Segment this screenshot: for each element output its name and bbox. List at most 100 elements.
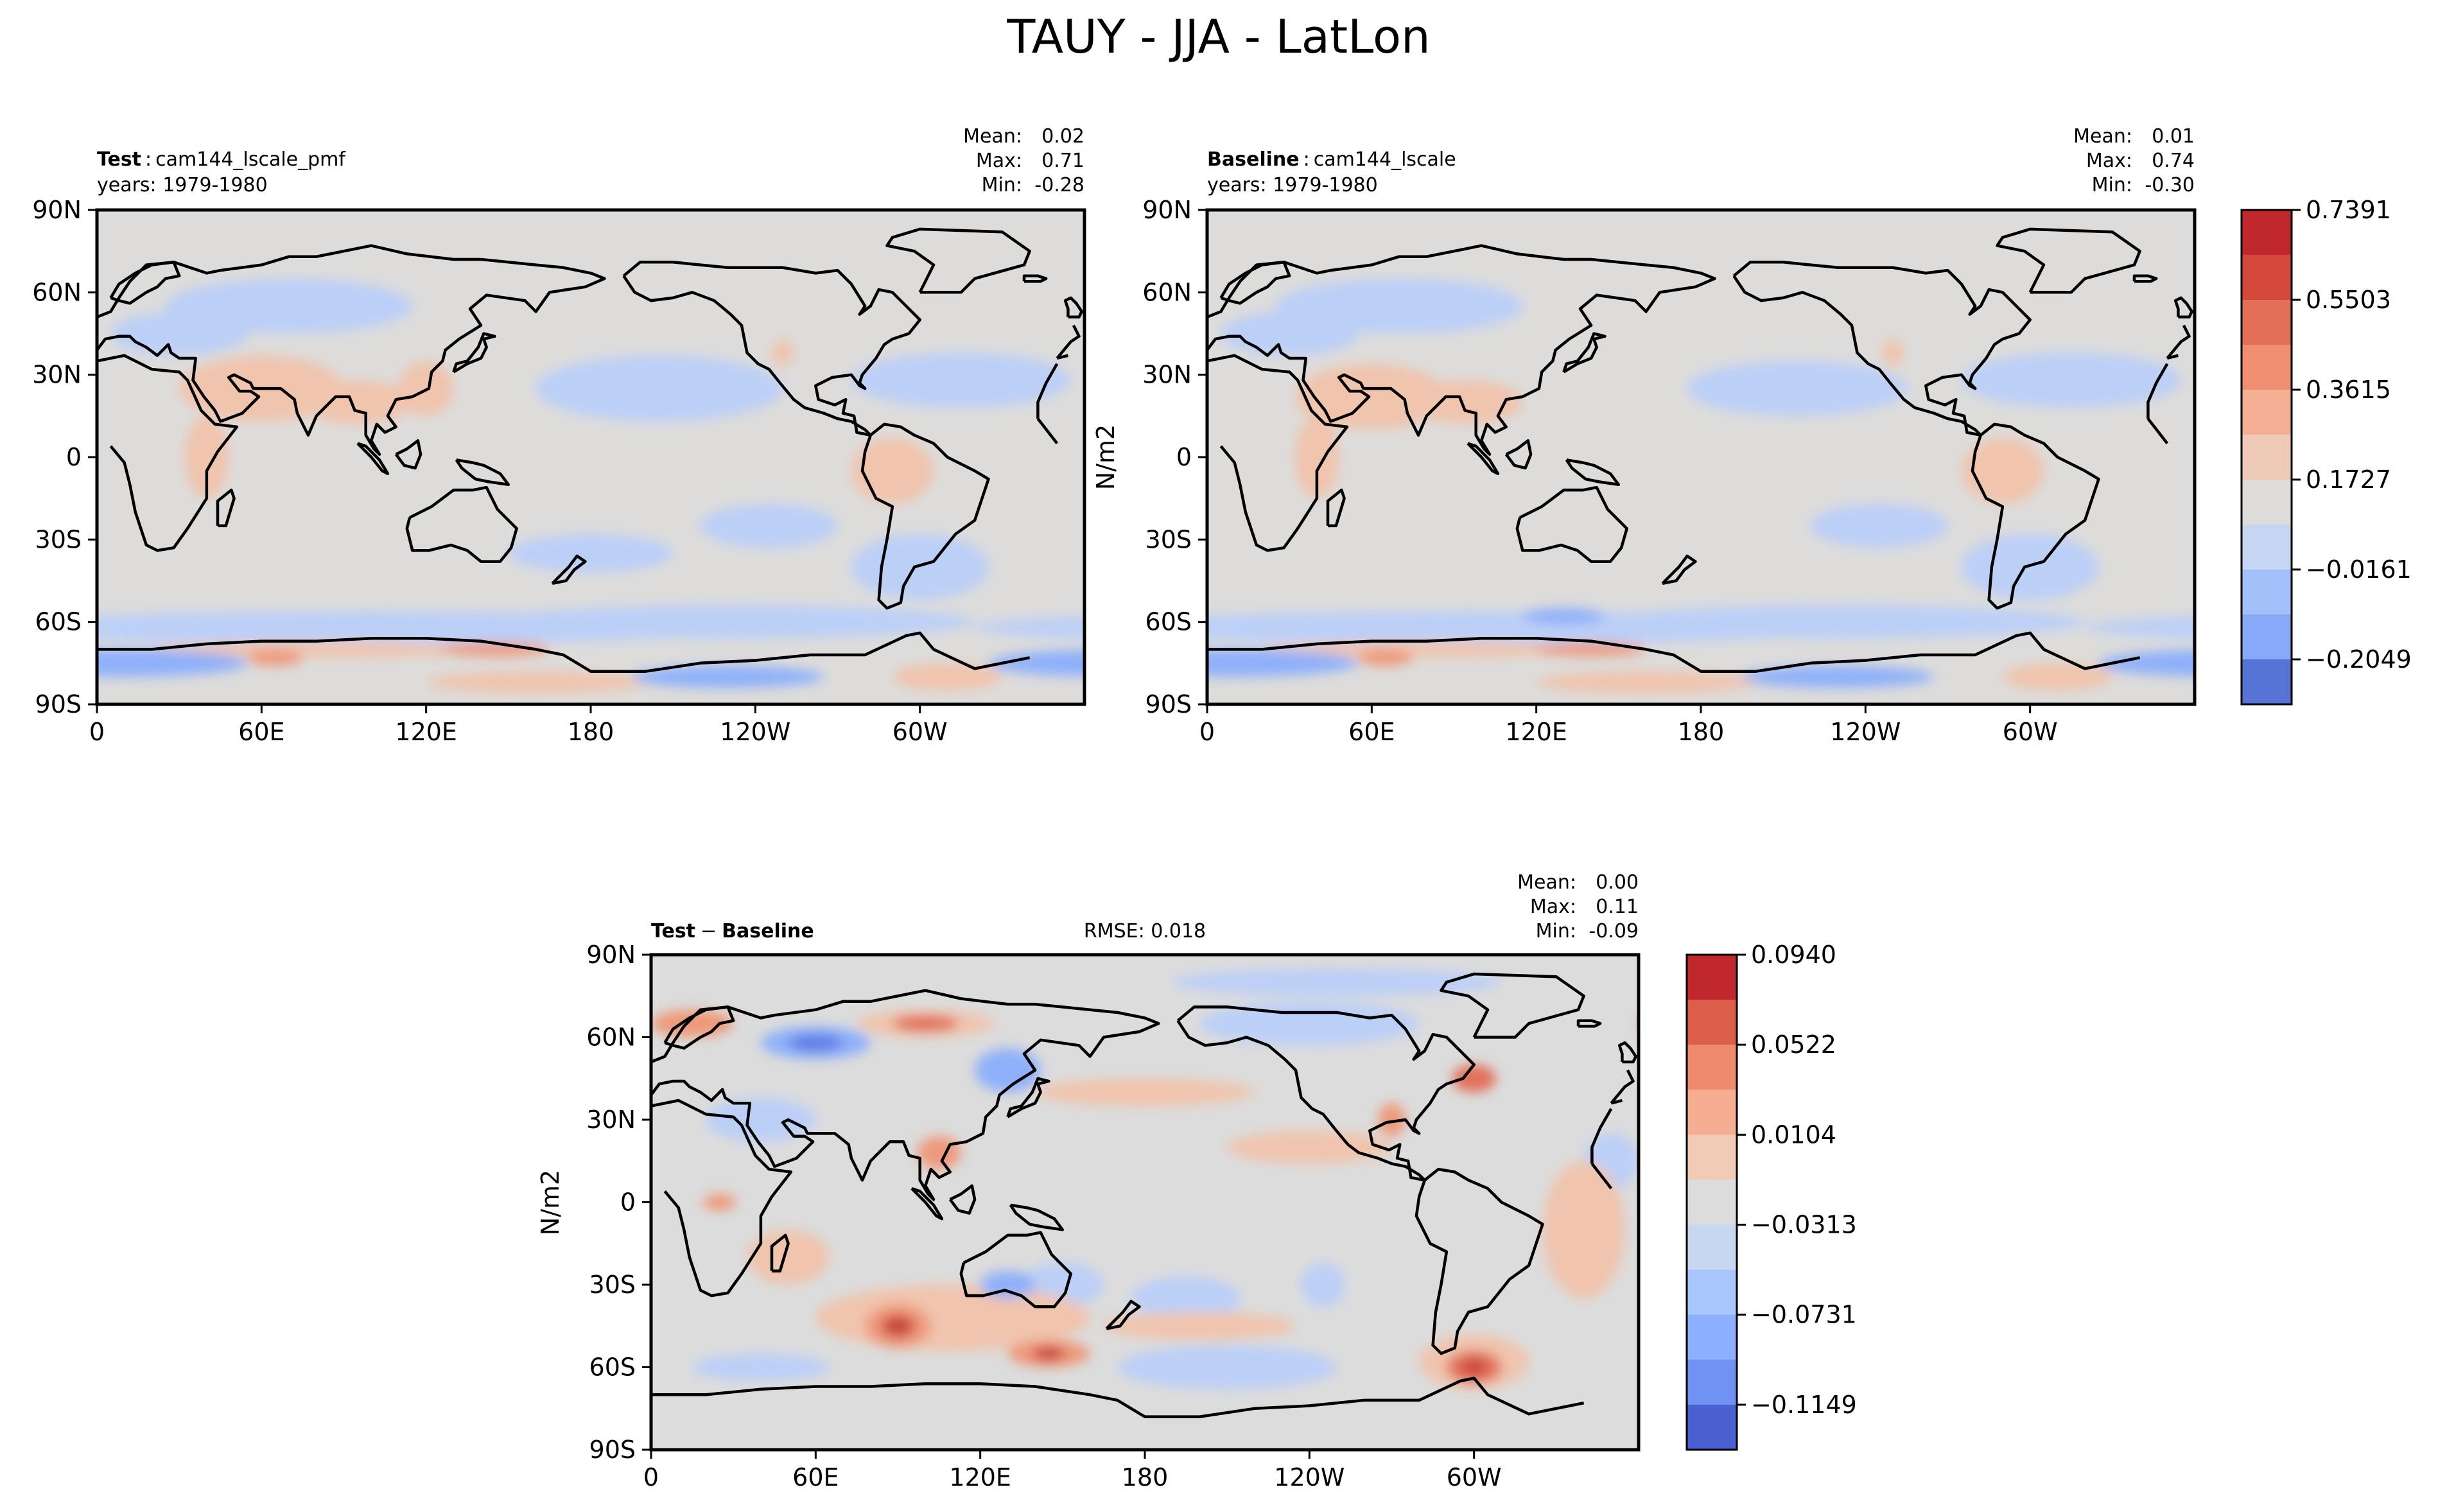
- coastline: [1661, 554, 1697, 586]
- field-contour: [851, 534, 989, 600]
- field-contour: [881, 1315, 915, 1337]
- y-tick-label: 0: [1176, 443, 1192, 471]
- y-tick-label: 60N: [1142, 278, 1192, 306]
- colorbar-segment: [2242, 525, 2292, 570]
- colorbar-segment: [2242, 345, 2292, 390]
- colorbar-segment: [1687, 1224, 1737, 1271]
- coastline: [1219, 261, 1291, 305]
- coastline: [1590, 1163, 1613, 1190]
- x-tick-label: 60W: [1447, 1463, 1502, 1491]
- colorbar-tick-label: 0.0104: [1751, 1120, 1836, 1149]
- coastline: [1006, 1077, 1050, 1118]
- field-contour: [1199, 1001, 1420, 1046]
- coastline: [1971, 422, 2100, 610]
- colorbar-segment: [2242, 390, 2292, 435]
- coastline: [1415, 1167, 1544, 1355]
- y-tick-label: 90N: [1142, 196, 1192, 224]
- x-tick-label: 120E: [949, 1463, 1011, 1491]
- coastline: [622, 261, 921, 437]
- stat-mean-value: 0.00: [1596, 871, 1639, 894]
- field-contour: [1536, 671, 1756, 693]
- colorbar-segment: [1687, 1314, 1737, 1360]
- coastline: [860, 422, 990, 610]
- y-tick-label: 0: [66, 443, 82, 471]
- y-tick-label: 30S: [589, 1271, 636, 1299]
- coastline: [1056, 354, 1068, 360]
- coastline: [1504, 439, 1533, 470]
- colorbar-segment: [2242, 569, 2292, 615]
- coastline: [216, 489, 236, 528]
- panel-baseline-label-rest: cam144_lscale: [1314, 148, 1456, 171]
- coastline: [1996, 227, 2141, 294]
- field-contour: [97, 649, 248, 677]
- field-contour: [975, 616, 1084, 639]
- panel-test-label-bold: Test: [97, 148, 141, 171]
- coastline: [1105, 1299, 1141, 1330]
- coastline: [2166, 324, 2191, 360]
- coastline: [1562, 332, 1606, 374]
- y-tick-label: 30N: [1142, 361, 1192, 389]
- y-axis-label: N/m2: [536, 1170, 564, 1235]
- coastline: [2166, 354, 2179, 360]
- field-contour: [1131, 1276, 1241, 1321]
- field-contour: [1221, 311, 1358, 356]
- coastline: [394, 439, 422, 470]
- y-tick-label: 90N: [32, 196, 82, 224]
- stat-max-label: Max:: [976, 150, 1022, 172]
- colorbar: 0.0940 0.0522 0.0104 −0.0313 −0.0731 −0.1149: [1685, 941, 1857, 1451]
- coastline: [1207, 244, 1716, 456]
- field-contour: [988, 649, 1084, 677]
- field-contour: [1542, 1161, 1625, 1299]
- colorbar-segment: [1687, 1359, 1737, 1405]
- field-contour: [692, 1353, 830, 1381]
- stat-max-label: Max:: [1530, 896, 1576, 918]
- field-contour: [481, 605, 975, 639]
- y-tick-label: 60S: [589, 1353, 636, 1382]
- colorbar-segment: [1687, 1000, 1737, 1045]
- field-contour: [508, 534, 674, 573]
- field-contour: [1742, 666, 1935, 688]
- field-contour: [788, 1034, 844, 1051]
- colorbar-frame: [1685, 953, 1738, 1451]
- colorbar-tick-label: −0.0313: [1751, 1211, 1857, 1239]
- coastline: [1590, 1108, 1613, 1164]
- y-tick-label: 0: [620, 1188, 636, 1217]
- x-tick-label: 180: [1122, 1463, 1169, 1491]
- field-contour: [1452, 1064, 1496, 1093]
- colorbar-segment: [1687, 1404, 1737, 1450]
- coastline: [1009, 1203, 1065, 1231]
- field-contour: [302, 380, 413, 424]
- field-contour: [975, 1048, 1041, 1093]
- field-contour: [1227, 1131, 1392, 1164]
- coastline: [2146, 417, 2169, 444]
- field-contour: [1358, 649, 1413, 666]
- coastlines: [651, 972, 1637, 1450]
- y-tick-label: 30N: [586, 1106, 636, 1134]
- colorbar-segment: [1687, 1090, 1737, 1135]
- stat-min-label: Min:: [982, 174, 1022, 196]
- panel-baseline: Baseline: cam144_lscale years: 1979-1980 …: [1092, 125, 2412, 746]
- panel-baseline-years: years: 1979-1980: [1207, 174, 1378, 196]
- coastline: [1576, 1019, 1602, 1028]
- field-contour: [248, 649, 303, 666]
- coastline: [1610, 1069, 1635, 1104]
- coastline: [1326, 489, 1346, 528]
- panel-difference-stats: Mean: 0.00 Max: 0.11 Min: -0.09: [1517, 871, 1639, 943]
- y-tick-label: 30S: [35, 525, 82, 553]
- colorbar-segment: [2242, 210, 2292, 256]
- field-contour: [426, 671, 646, 693]
- field-contour: [1687, 361, 1907, 416]
- field-contour: [1591, 605, 2085, 639]
- y-tick-label: 30S: [1145, 525, 1192, 553]
- field-contour: [184, 415, 229, 499]
- y-tick-label: 90S: [1145, 690, 1192, 718]
- colorbar-tick-label: 0.0940: [1751, 941, 1836, 969]
- y-tick-label: 90S: [35, 690, 82, 718]
- y-tick-label: 60N: [32, 278, 82, 306]
- coastlines: [97, 227, 1083, 704]
- panel-baseline-label-sep: :: [1303, 148, 1310, 171]
- field-contour: [700, 503, 838, 548]
- stat-mean-value: 0.01: [2152, 125, 2195, 148]
- colorbar-tick-label: 0.3615: [2306, 376, 2391, 404]
- coastline: [1467, 442, 1500, 475]
